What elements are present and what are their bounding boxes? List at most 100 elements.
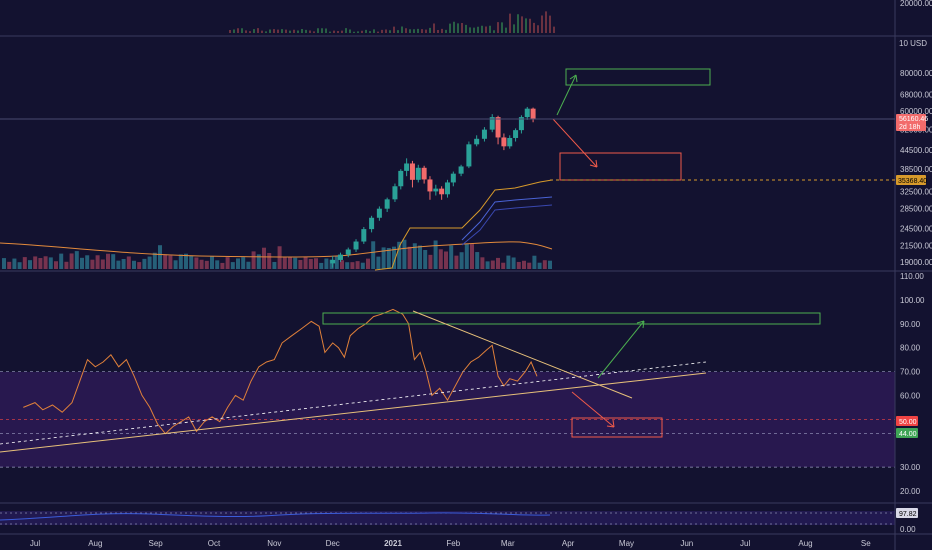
volume-bar	[147, 256, 152, 269]
volume-bar	[246, 261, 251, 269]
volume-bar	[210, 256, 214, 269]
rsi-resistance-box	[322, 312, 821, 325]
volume-bar	[350, 262, 355, 269]
volume-bar	[54, 261, 58, 269]
rsi-tick-label: 80.00	[900, 344, 921, 353]
volume-bar	[69, 253, 74, 269]
volume-bar	[59, 253, 64, 269]
volume-bar	[43, 256, 48, 269]
bottom-badge	[896, 508, 918, 518]
volume-bar	[267, 253, 272, 269]
volume-bar	[454, 255, 459, 269]
volume-bar	[173, 260, 178, 269]
volume-bar	[308, 258, 313, 269]
candle-body	[489, 117, 495, 130]
volume-bar	[137, 262, 142, 269]
volume-bar	[132, 260, 136, 269]
volume-bar	[532, 255, 537, 269]
rsi-tick-label: 70.00	[900, 368, 921, 377]
volume-bar	[152, 252, 157, 269]
price-tick-label: 24500.00	[900, 225, 932, 234]
volume-bar	[459, 252, 464, 269]
volume-bar	[324, 258, 329, 269]
bottom-badge-text: 97.82	[899, 511, 917, 518]
volume-tick: 20000.00	[900, 0, 932, 8]
volume-bar	[111, 254, 116, 269]
candle-body	[458, 166, 464, 174]
volume-bar	[199, 259, 204, 269]
rsi-tick-label: 100.00	[900, 296, 925, 305]
volume-bar	[490, 260, 495, 269]
volume-bar	[220, 262, 225, 269]
level-badge	[896, 175, 926, 185]
rsi-path	[23, 308, 538, 435]
rsi-badge-green-text: 44.00	[899, 431, 917, 438]
volume-bar	[256, 254, 261, 269]
volume-bar	[272, 261, 277, 269]
candle-body	[345, 249, 351, 255]
volume-bar	[548, 260, 552, 269]
price-target-box-up	[565, 68, 711, 86]
volume-bar	[225, 257, 230, 269]
rsi-badge-red	[896, 416, 918, 426]
volume-bar	[17, 262, 22, 269]
x-tick-label: Mar	[501, 539, 515, 548]
volume-bar	[449, 245, 454, 269]
rsi-badge-green	[896, 428, 918, 438]
x-tick-label: Oct	[208, 539, 221, 548]
volume-bar	[334, 255, 339, 269]
rsi-up-arrow	[597, 320, 645, 379]
volume-bar	[106, 253, 110, 269]
rsi-badge-red-text: 50.00	[899, 419, 917, 426]
price-target-box-down	[559, 152, 682, 181]
volume-bar	[80, 257, 84, 269]
volume-bar	[496, 257, 500, 269]
volume-bar	[485, 261, 490, 269]
volume-bar	[184, 253, 188, 269]
trailing-stop-line	[374, 179, 553, 271]
volume-bar	[522, 260, 526, 269]
x-tick-label: Jul	[740, 539, 750, 548]
rsi-trendline-dashed	[0, 361, 707, 445]
last-price-text: 56160.46	[899, 116, 928, 123]
volume-bar	[371, 241, 376, 269]
volume-bar	[438, 249, 443, 269]
volume-bar	[288, 257, 292, 269]
candle-body	[507, 137, 513, 147]
volume-bar	[480, 257, 485, 269]
x-tick-label: May	[619, 539, 634, 548]
volume-bar	[537, 262, 542, 269]
bottom-pane-oscillator	[0, 512, 551, 521]
volume-bar	[319, 262, 324, 269]
x-axis-labels: Jul Aug Sep Oct Nov Dec 2021 Feb Mar Apr May Jun Jul…	[30, 539, 871, 548]
volume-bar	[251, 251, 256, 269]
volume-bar	[423, 249, 428, 269]
volume-bar	[397, 241, 402, 269]
volume-bar	[262, 247, 266, 269]
candle-body	[353, 241, 359, 250]
candle-body	[433, 188, 439, 192]
rsi-tick-label: 90.00	[900, 320, 921, 329]
volume-bar	[470, 244, 474, 269]
volume-bar	[345, 262, 350, 269]
volume-bar	[28, 260, 32, 269]
price-tick-label: 32500.00	[900, 187, 932, 196]
volume-bar	[542, 260, 547, 269]
price-down-arrow	[552, 118, 598, 168]
candlesticks	[330, 106, 536, 268]
price-tick-label: 68000.00	[900, 90, 932, 99]
candle-body	[501, 137, 507, 147]
price-tick-label: 60000.00	[900, 107, 932, 116]
volume-bar	[464, 243, 469, 269]
candle-body	[369, 217, 375, 230]
candle-body	[444, 182, 450, 195]
volume-bar	[38, 258, 43, 269]
volume-bar	[501, 262, 506, 269]
volume-bar	[386, 247, 391, 269]
candle-body	[392, 186, 398, 200]
volume-bar	[392, 246, 396, 269]
price-up-arrowhead	[569, 74, 578, 83]
volume-bar	[511, 257, 516, 269]
volume-bar	[64, 261, 69, 269]
